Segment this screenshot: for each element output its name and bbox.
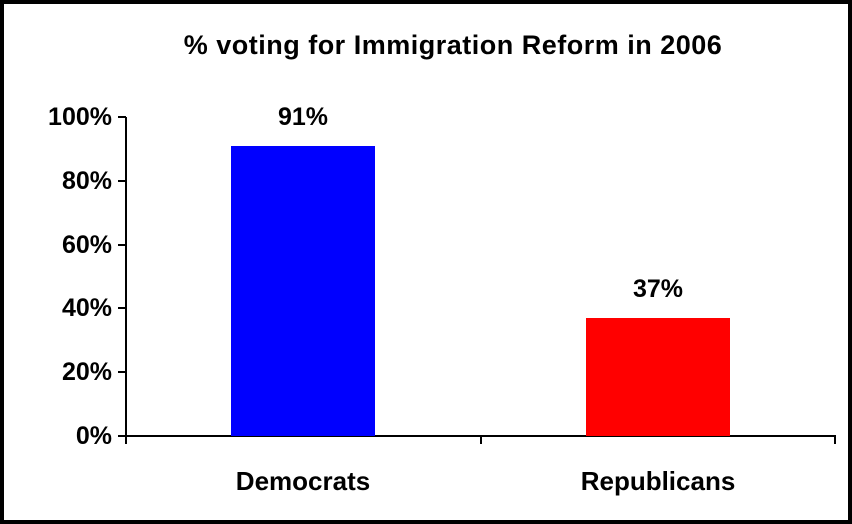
chart-title: % voting for Immigration Reform in 2006 bbox=[183, 30, 723, 60]
bar-democrats bbox=[231, 146, 375, 436]
x-tick bbox=[834, 436, 836, 444]
y-tick-label: 0% bbox=[75, 422, 112, 450]
value-label-republicans: 37% bbox=[632, 275, 684, 303]
y-tick bbox=[118, 371, 126, 374]
category-label-democrats: Democrats bbox=[235, 466, 371, 496]
y-tick-label: 60% bbox=[61, 230, 112, 259]
y-axis-line bbox=[125, 117, 127, 444]
y-tick-label: 80% bbox=[61, 166, 112, 195]
y-tick bbox=[118, 307, 126, 310]
y-tick bbox=[118, 116, 126, 118]
y-tick-label: 20% bbox=[61, 358, 112, 387]
x-tick bbox=[479, 436, 482, 444]
y-tick bbox=[118, 179, 126, 182]
value-label-democrats: 91% bbox=[277, 103, 329, 131]
x-tick bbox=[125, 436, 127, 444]
y-tick-label: 40% bbox=[61, 294, 112, 323]
y-tick-label: 100% bbox=[48, 103, 112, 131]
y-tick bbox=[118, 435, 126, 437]
bar-republicans bbox=[586, 318, 730, 436]
y-tick bbox=[118, 243, 126, 246]
category-label-republicans: Republicans bbox=[580, 466, 736, 496]
